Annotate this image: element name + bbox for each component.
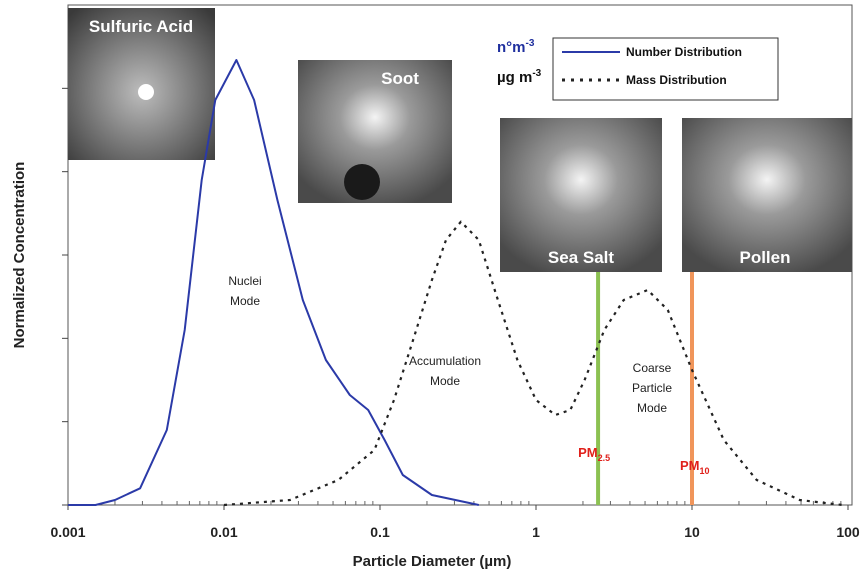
x-tick-label: 0.1 [370, 524, 390, 540]
legend-label: Mass Distribution [626, 73, 727, 87]
x-tick-label: 100 [836, 524, 860, 540]
photo [500, 118, 662, 272]
legend [552, 37, 779, 101]
unit-label: µg m-3 [497, 68, 542, 86]
legend-label: Number Distribution [626, 45, 742, 59]
mode-label: Mode [637, 401, 667, 415]
pm-label: PM10 [680, 458, 710, 476]
photo-label: Sea Salt [548, 248, 614, 267]
photo [68, 8, 215, 160]
pm-text: PM [680, 458, 700, 473]
photo-label: Sulfuric Acid [89, 17, 193, 36]
pm-subscript: 2.5 [598, 453, 611, 463]
mode-label: Mode [430, 374, 460, 388]
x-tick-label: 0.001 [50, 524, 85, 540]
y-axis-title: Normalized Concentration [11, 162, 28, 349]
mode-label: Accumulation [409, 354, 481, 368]
unit-superscript: -3 [532, 68, 541, 79]
series-line [68, 59, 480, 506]
photo-label: Pollen [739, 248, 790, 267]
photo-label: Soot [381, 69, 419, 88]
photo-group: Sulfuric Acid Soot Sea Salt Pollen [68, 8, 852, 272]
pm-label: PM2.5 [578, 445, 610, 463]
mode-label: Nuclei [228, 274, 261, 288]
x-tick-label: 1 [532, 524, 540, 540]
pm-text: PM [578, 445, 598, 460]
mode-label: Coarse [633, 361, 672, 375]
unit-text: n°m [497, 39, 526, 56]
unit-label: n°m-3 [497, 38, 535, 56]
photo [682, 118, 852, 272]
pm-subscript: 10 [700, 466, 710, 476]
mode-label: Particle [632, 381, 672, 395]
x-tick-label: 0.01 [210, 524, 237, 540]
series-line [223, 220, 843, 507]
x-axis-title: Particle Diameter (µm) [353, 553, 512, 570]
unit-text: µg m [497, 69, 532, 86]
photo-detail [344, 164, 380, 200]
photo-detail [138, 84, 154, 100]
unit-superscript: -3 [526, 38, 535, 49]
x-tick-label: 10 [684, 524, 700, 540]
mode-label: Mode [230, 294, 260, 308]
